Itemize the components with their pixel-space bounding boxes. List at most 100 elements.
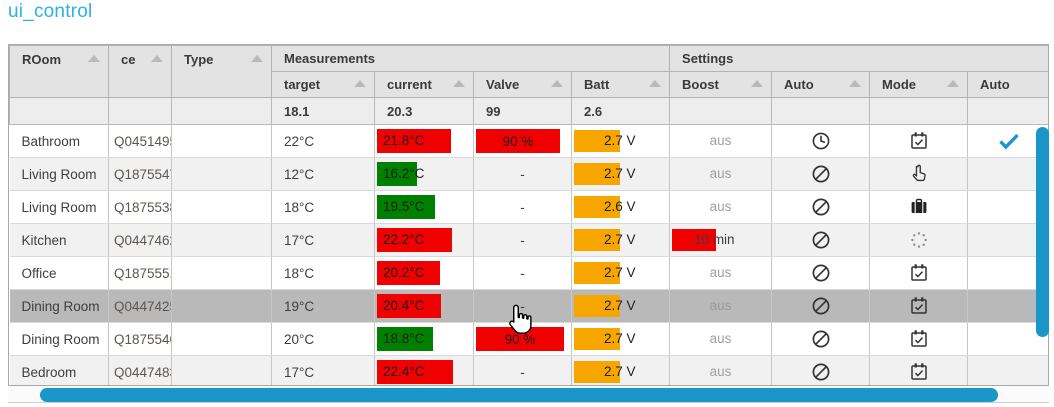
table-row[interactable]: Living Room Q1875538 18°C 19.5°C - 2.6 V aus [9,190,1048,224]
sort-arrow-icon[interactable] [751,80,764,87]
table-row[interactable]: Office Q1875551 18°C 20.2°C - 2.7 V aus [9,256,1048,290]
column-header-ce[interactable]: ce [108,45,172,98]
sort-arrow-icon[interactable] [354,80,366,87]
mode-cell[interactable] [869,190,969,224]
ban-icon[interactable] [811,198,831,216]
calendar-check-icon[interactable] [909,330,929,347]
ban-icon[interactable] [811,231,831,249]
column-header-target[interactable]: target [271,71,375,98]
column-header-auto[interactable]: Auto [771,71,871,98]
filter-cell[interactable] [869,97,969,125]
mode-cell[interactable] [869,124,969,158]
filter-cell[interactable]: 20.3 [374,97,474,125]
filter-cell[interactable] [771,97,871,125]
auto2-cell[interactable] [967,124,1048,158]
auto-toggle-cell[interactable] [771,190,871,224]
mode-cell[interactable] [869,322,969,356]
table-row[interactable]: Bedroom Q0447483 17°C 22.4°C - 2.7 V aus [9,355,1048,385]
column-header-mode[interactable]: Mode [869,71,969,98]
table-row[interactable]: Kitchen Q0447462 17°C 22.2°C - 2.7 V 10 min [9,223,1048,257]
sort-arrow-icon[interactable] [551,80,563,87]
mode-cell[interactable] [869,289,969,323]
column-header-type[interactable]: Type [171,45,272,98]
current-temp-bar [377,360,453,384]
boost-cell[interactable]: aus [669,355,773,385]
auto2-cell[interactable] [967,322,1048,356]
column-header-auto[interactable]: Auto [967,71,1048,98]
ban-icon[interactable] [811,330,831,348]
table-row[interactable]: Bathroom Q0451495 22°C 21.8°C 90 % 2.7 V aus [9,124,1048,158]
target-temp-value: 17°C [284,232,315,248]
filter-cell[interactable]: 99 [473,97,572,125]
briefcase-icon[interactable] [909,198,929,214]
hand-icon[interactable] [909,164,929,182]
auto-toggle-cell[interactable] [771,124,871,158]
mode-cell[interactable] [869,223,969,257]
table-row[interactable]: Dining Room Q1875546 20°C 18.8°C 90 % 2.7 V au… [9,322,1048,356]
auto-toggle-cell[interactable] [771,223,871,257]
auto-toggle-cell[interactable] [771,322,871,356]
auto-toggle-cell[interactable] [771,256,871,290]
calendar-check-icon[interactable] [909,264,929,281]
filter-cell[interactable]: 2.6 [570,97,671,125]
auto2-cell[interactable] [967,223,1048,257]
filter-cell[interactable] [108,97,172,125]
vertical-scrollbar[interactable] [1036,127,1049,337]
battery-voltage: 2.7 V [604,265,636,280]
auto2-cell[interactable] [967,190,1048,224]
column-header-boost[interactable]: Boost [669,71,773,98]
boost-cell[interactable]: 10 min [669,223,773,257]
filter-cell[interactable]: 18.1 [271,97,375,125]
mode-cell[interactable] [869,355,969,385]
filter-cell[interactable] [669,97,773,125]
boost-cell[interactable]: aus [669,157,773,191]
calendar-check-icon[interactable] [909,132,929,149]
ban-icon[interactable] [811,297,831,315]
current-temp-value: 21.8°C [383,133,425,148]
auto-toggle-cell[interactable] [771,289,871,323]
mode-cell[interactable] [869,256,969,290]
mode-cell[interactable] [869,157,969,191]
boost-cell[interactable]: aus [669,289,773,323]
ban-icon[interactable] [811,165,831,183]
column-header-current[interactable]: current [374,71,474,98]
auto2-cell[interactable] [967,256,1048,290]
boost-cell[interactable]: aus [669,190,773,224]
current-temp-value: 22.4°C [383,364,425,379]
column-header-room[interactable]: ROom [9,45,109,98]
filter-row: 18.1 20.3 99 2.6 [9,97,1048,125]
filter-cell[interactable] [171,97,272,125]
filter-cell[interactable] [9,97,109,125]
current-temp-cell: 22.4°C [374,355,474,385]
auto2-cell[interactable] [967,157,1048,191]
sort-arrow-icon[interactable] [151,55,163,62]
sort-arrow-icon[interactable] [88,55,100,62]
horizontal-scrollbar[interactable] [40,388,998,402]
sort-arrow-icon[interactable] [649,80,662,87]
sort-arrow-icon[interactable] [947,80,960,87]
boost-cell[interactable]: aus [669,322,773,356]
auto-toggle-cell[interactable] [771,157,871,191]
column-header-valve[interactable]: Valve [473,71,572,98]
check-icon[interactable] [998,133,1020,149]
ban-icon[interactable] [811,363,831,381]
auto2-cell[interactable] [967,355,1048,385]
spinner-icon[interactable] [909,232,929,248]
calendar-check-icon[interactable] [909,297,929,314]
auto-toggle-cell[interactable] [771,355,871,385]
calendar-check-icon[interactable] [909,363,929,380]
table-row[interactable]: Dining Room Q0447425 19°C 20.4°C - 2.7 V aus [9,289,1048,323]
boost-cell[interactable]: aus [669,256,773,290]
column-header-batt[interactable]: Batt [570,71,671,98]
boost-cell[interactable]: aus [669,124,773,158]
filter-cell[interactable] [967,97,1048,125]
sort-arrow-icon[interactable] [849,80,862,87]
sort-arrow-icon[interactable] [453,80,465,87]
sort-arrow-icon[interactable] [251,55,263,62]
device-cell: Q0447425 [108,289,172,323]
type-cell [171,256,272,290]
auto2-cell[interactable] [967,289,1048,323]
table-row[interactable]: Living Room Q1875547 12°C 16.2°C - 2.7 V aus [9,157,1048,191]
clock-icon[interactable] [811,132,831,150]
ban-icon[interactable] [811,264,831,282]
